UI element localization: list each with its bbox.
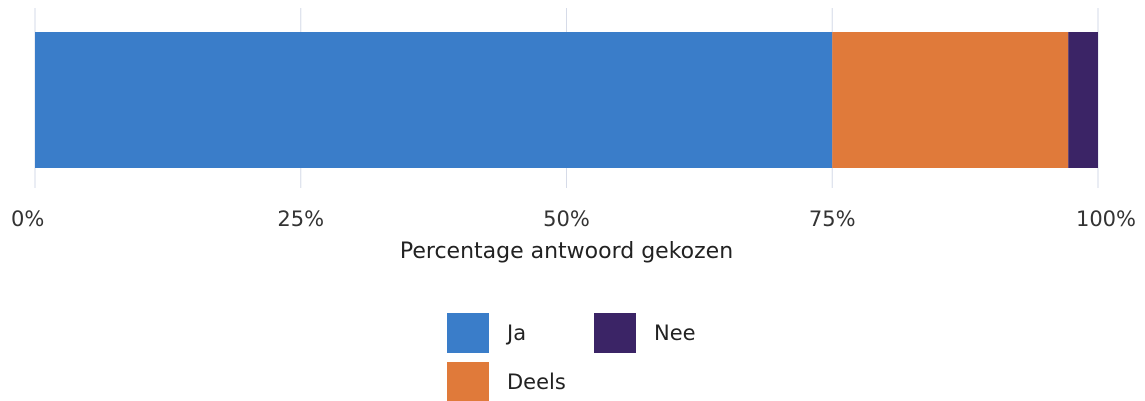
- legend-label-nee: Nee: [654, 321, 696, 345]
- bar-segments: [35, 32, 1098, 168]
- legend-label-ja: Ja: [505, 321, 526, 345]
- bar-segment-ja: [35, 32, 833, 168]
- x-tick-label: 100%: [1076, 207, 1136, 231]
- x-tick-label: 75%: [809, 207, 856, 231]
- legend-swatch-nee: [594, 313, 636, 353]
- x-tick-label: 25%: [277, 207, 324, 231]
- bar-segment-nee: [1068, 32, 1098, 168]
- legend-swatch-deels: [447, 362, 489, 401]
- x-axis-tick-labels: 0% 25% 50% 75% 100%: [11, 207, 1136, 231]
- legend: Ja Deels Nee: [447, 313, 696, 401]
- x-tick-label: 0%: [11, 207, 44, 231]
- x-tick-label: 50%: [543, 207, 590, 231]
- legend-swatch-ja: [447, 313, 489, 353]
- bar-segment-deels: [832, 32, 1069, 168]
- x-axis-title: Percentage antwoord gekozen: [400, 239, 733, 264]
- legend-label-deels: Deels: [507, 370, 566, 394]
